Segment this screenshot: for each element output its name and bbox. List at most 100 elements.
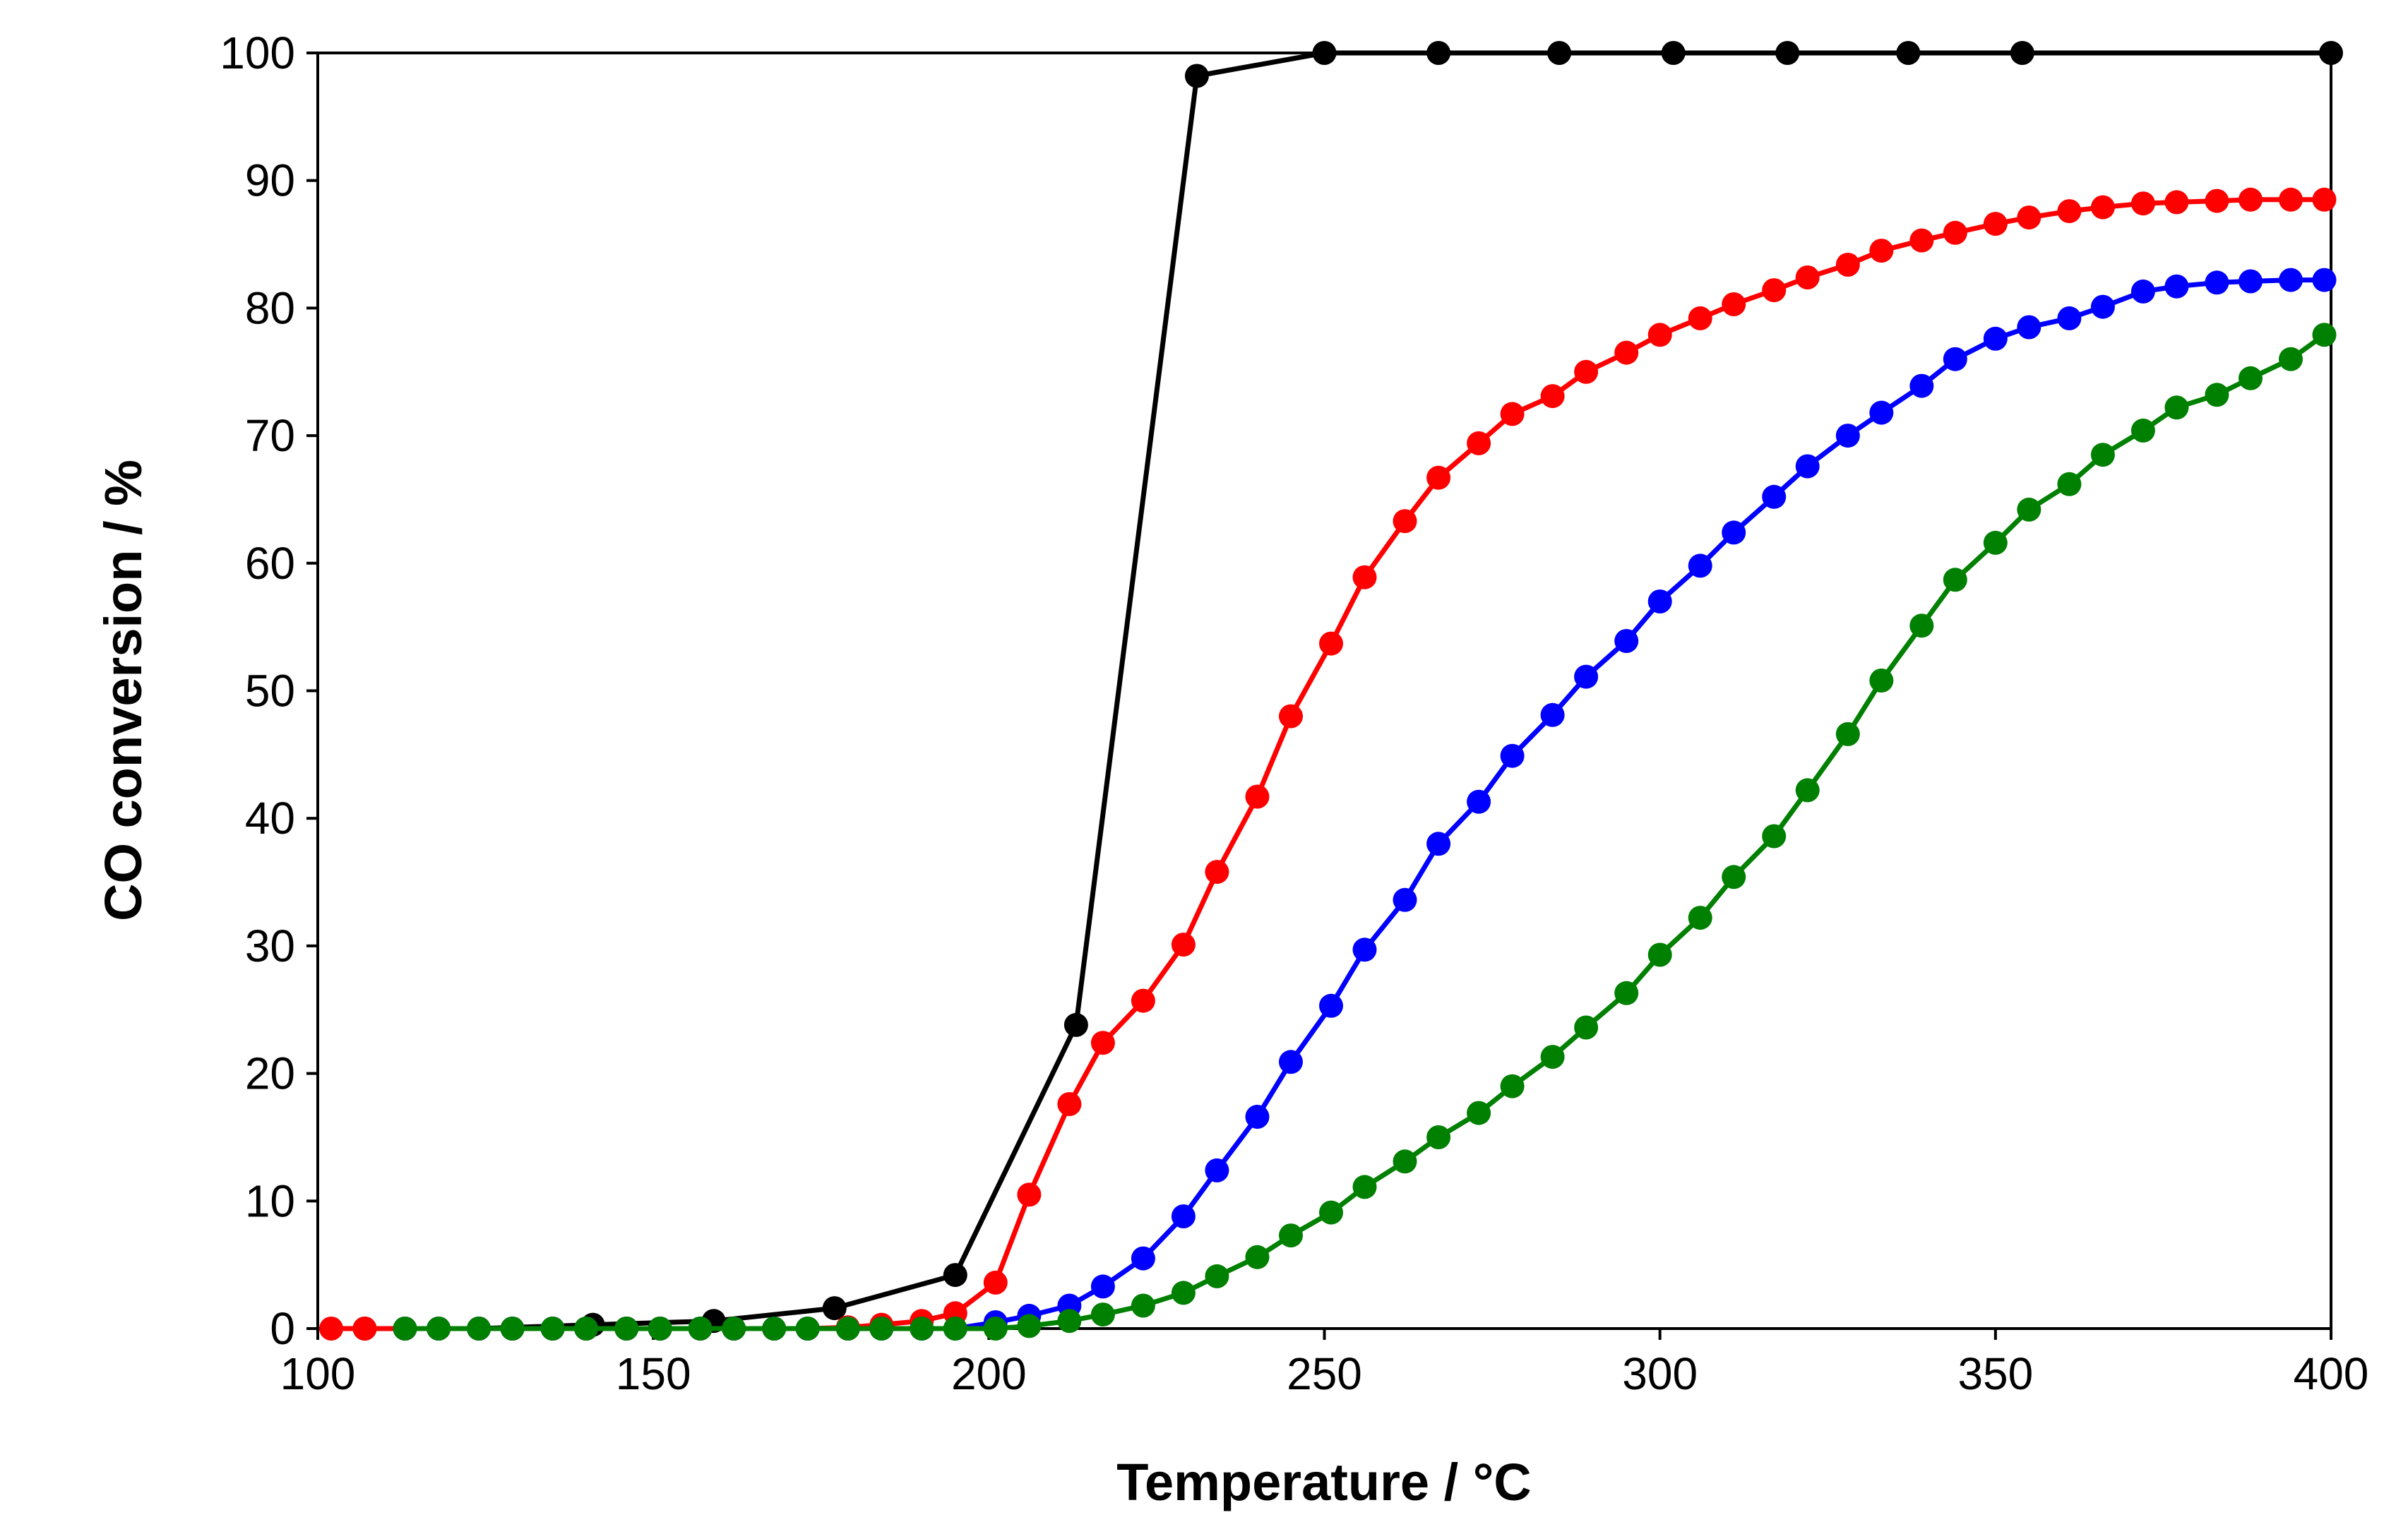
data-point-green bbox=[1500, 1074, 1525, 1098]
data-point-blue bbox=[2239, 269, 2263, 294]
data-point-red bbox=[1574, 359, 1599, 384]
x-tick-label: 150 bbox=[616, 1348, 691, 1399]
data-point-green bbox=[2057, 472, 2082, 496]
data-point-red bbox=[1795, 265, 1820, 289]
series-red bbox=[319, 187, 2337, 1341]
data-point-blue bbox=[2279, 268, 2303, 292]
data-point-red bbox=[1245, 784, 1270, 809]
data-point-blue bbox=[1574, 664, 1599, 689]
data-point-green bbox=[1983, 530, 2008, 555]
data-point-green bbox=[648, 1317, 672, 1341]
series-green bbox=[393, 323, 2337, 1341]
data-point-red bbox=[319, 1317, 343, 1341]
data-point-green bbox=[1574, 1015, 1599, 1040]
data-point-green bbox=[1647, 942, 1672, 967]
data-point-blue bbox=[2164, 274, 2189, 299]
data-point-red bbox=[1909, 228, 1934, 253]
data-point-red bbox=[1869, 239, 1894, 263]
data-point-black bbox=[1312, 41, 1337, 65]
data-point-green bbox=[1057, 1309, 1082, 1334]
data-point-blue bbox=[1762, 484, 1787, 509]
data-point-black bbox=[1896, 41, 1921, 65]
data-point-blue bbox=[1688, 553, 1712, 578]
data-point-red bbox=[1393, 509, 1417, 534]
data-point-green bbox=[1319, 1200, 1343, 1225]
data-point-blue bbox=[1647, 589, 1672, 613]
data-point-green bbox=[1090, 1302, 1115, 1327]
y-axis-title: CO conversion / % bbox=[94, 460, 153, 921]
y-tick-label: 20 bbox=[245, 1048, 295, 1099]
series-line-blue bbox=[405, 277, 2325, 1331]
data-point-green bbox=[1795, 778, 1820, 803]
data-point-green bbox=[1245, 1245, 1270, 1269]
data-point-green bbox=[2279, 347, 2303, 371]
data-point-green bbox=[1205, 1264, 1229, 1288]
plot-frame bbox=[316, 52, 2332, 1330]
data-point-green bbox=[2239, 366, 2263, 390]
data-point-red bbox=[1017, 1182, 1042, 1207]
data-point-blue bbox=[2090, 294, 2115, 319]
data-point-red bbox=[1688, 306, 1712, 330]
data-point-red bbox=[983, 1270, 1008, 1295]
data-point-red bbox=[1540, 384, 1565, 409]
data-point-red bbox=[2130, 191, 2155, 216]
data-point-red bbox=[1943, 220, 1967, 245]
data-point-green bbox=[2090, 443, 2115, 467]
x-tick-label: 250 bbox=[1287, 1348, 1362, 1399]
data-point-blue bbox=[1943, 347, 1967, 371]
data-point-green bbox=[1688, 906, 1712, 930]
data-point-green bbox=[1869, 669, 1894, 693]
data-point-green bbox=[1943, 568, 1967, 592]
data-point-green bbox=[722, 1317, 746, 1341]
data-point-black bbox=[1661, 41, 1686, 65]
y-tick-label: 100 bbox=[220, 28, 295, 78]
data-point-green bbox=[943, 1317, 967, 1341]
data-point-blue bbox=[2312, 268, 2337, 292]
data-point-green bbox=[983, 1317, 1008, 1341]
ticks: 100 150 200 250 300 350 400 0 10 20 30 40 50 60 70 80 90… bbox=[220, 28, 2368, 1399]
data-point-green bbox=[1393, 1149, 1417, 1174]
data-point-black bbox=[2319, 41, 2343, 65]
x-tick-label: 350 bbox=[1957, 1348, 2033, 1399]
data-point-red bbox=[1614, 340, 1639, 365]
data-point-green bbox=[1352, 1175, 1377, 1199]
data-point-black bbox=[1063, 1012, 1088, 1037]
data-point-green bbox=[2164, 395, 2189, 420]
data-point-black bbox=[2010, 41, 2034, 65]
data-point-blue bbox=[1909, 373, 1934, 398]
data-point-red bbox=[2239, 187, 2263, 212]
data-point-blue bbox=[1352, 937, 1377, 962]
data-point-green bbox=[1171, 1281, 1196, 1305]
data-point-blue bbox=[1426, 832, 1451, 856]
data-point-blue bbox=[1500, 743, 1525, 768]
data-point-red bbox=[1835, 253, 1860, 277]
data-point-red bbox=[1352, 565, 1377, 589]
data-point-blue bbox=[1319, 993, 1343, 1018]
data-point-blue bbox=[1393, 887, 1417, 912]
data-point-blue bbox=[1131, 1246, 1155, 1271]
data-point-green bbox=[614, 1317, 639, 1341]
data-point-green bbox=[540, 1317, 565, 1341]
x-tick-label: 200 bbox=[951, 1348, 1027, 1399]
data-point-red bbox=[1426, 465, 1451, 490]
data-point-red bbox=[2164, 190, 2189, 215]
series-black bbox=[352, 41, 2343, 1341]
data-point-green bbox=[467, 1317, 491, 1341]
x-tick-label: 400 bbox=[2294, 1348, 2369, 1399]
data-point-red bbox=[2205, 188, 2229, 213]
data-point-blue bbox=[1614, 629, 1639, 653]
data-point-green bbox=[688, 1317, 713, 1341]
data-point-red bbox=[1057, 1092, 1082, 1116]
data-point-black bbox=[1775, 41, 1800, 65]
data-point-black bbox=[1184, 64, 1209, 88]
data-point-green bbox=[910, 1317, 934, 1341]
data-point-black bbox=[822, 1296, 847, 1321]
data-point-green bbox=[2017, 497, 2042, 522]
data-point-green bbox=[1426, 1125, 1451, 1149]
data-point-blue bbox=[1279, 1050, 1303, 1074]
data-point-red bbox=[1983, 212, 2008, 236]
y-tick-label: 80 bbox=[245, 282, 295, 333]
data-point-black bbox=[1547, 41, 1572, 65]
data-point-red bbox=[1171, 933, 1196, 957]
